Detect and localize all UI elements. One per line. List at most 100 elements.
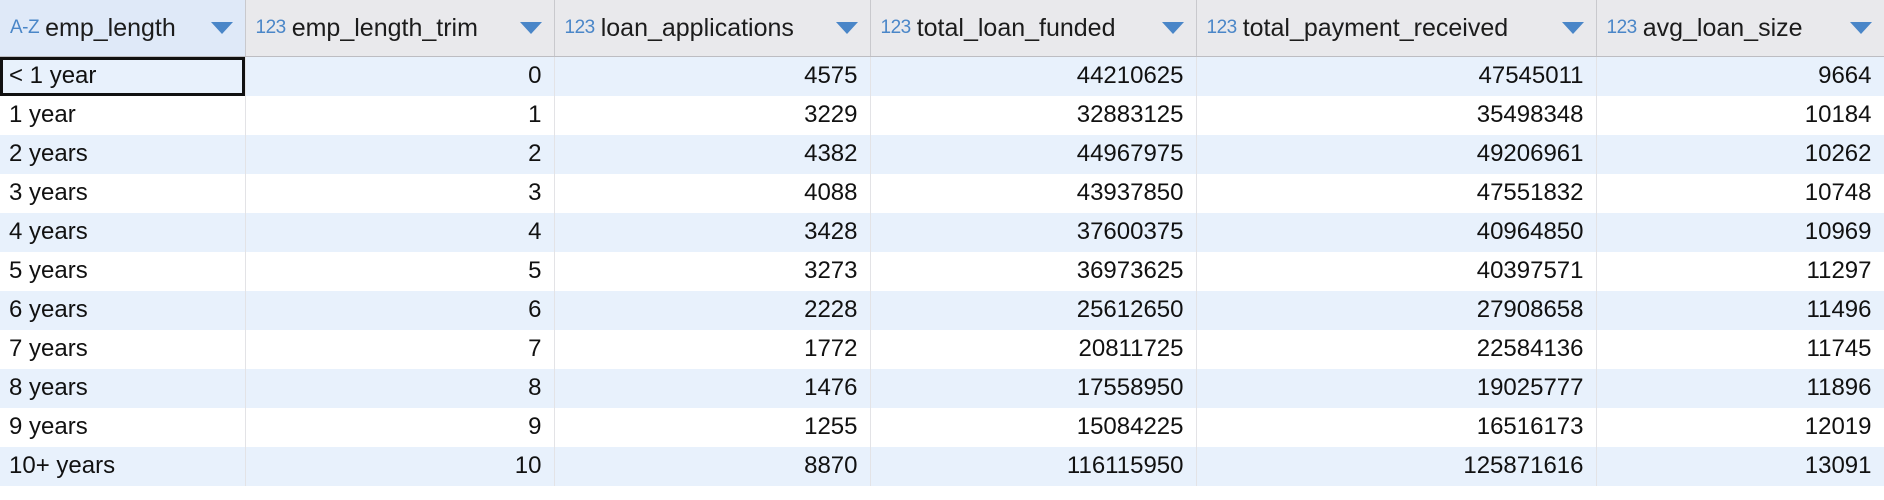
table-row[interactable]: 7 years 7 1772 20811725 22584136 11745 [0, 329, 1884, 369]
number-type-icon: 123 [1606, 17, 1638, 38]
table-cell-emp-length[interactable]: 8 years [0, 368, 246, 408]
table-cell-loan-applications[interactable]: 3428 [554, 212, 871, 252]
text-type-icon: A-Z [10, 17, 40, 38]
table-cell-loan-applications[interactable]: 1772 [554, 329, 871, 369]
table-cell-avg-loan-size[interactable]: 11896 [1596, 368, 1884, 408]
table-cell-total-payment-received[interactable]: 40964850 [1196, 212, 1597, 252]
table-cell-emp-length-trim[interactable]: 1 [245, 95, 555, 135]
chevron-down-icon[interactable] [1161, 22, 1184, 34]
table-cell-avg-loan-size[interactable]: 12019 [1596, 407, 1884, 447]
table-cell-emp-length-trim[interactable]: 8 [245, 368, 555, 408]
table-cell-total-loan-funded[interactable]: 37600375 [870, 212, 1197, 252]
table-cell-total-loan-funded[interactable]: 25612650 [870, 290, 1197, 330]
table-cell-avg-loan-size[interactable]: 9664 [1596, 56, 1884, 96]
table-cell-emp-length[interactable]: 6 years [0, 290, 246, 330]
table-cell-total-loan-funded[interactable]: 44967975 [870, 134, 1197, 174]
table-cell-total-loan-funded[interactable]: 20811725 [870, 329, 1197, 369]
table-cell-emp-length[interactable]: 9 years [0, 407, 246, 447]
table-cell-loan-applications[interactable]: 3229 [554, 95, 871, 135]
table-cell-total-payment-received[interactable]: 16516173 [1196, 407, 1597, 447]
number-type-icon: 123 [880, 17, 912, 38]
table-cell-loan-applications[interactable]: 4382 [554, 134, 871, 174]
table-cell-total-loan-funded[interactable]: 17558950 [870, 368, 1197, 408]
table-cell-total-loan-funded[interactable]: 43937850 [870, 173, 1197, 213]
table-cell-emp-length-trim[interactable]: 5 [245, 251, 555, 291]
table-row[interactable]: 4 years 4 3428 37600375 40964850 10969 [0, 212, 1884, 252]
chevron-down-icon[interactable] [519, 22, 542, 34]
table-cell-total-loan-funded[interactable]: 44210625 [870, 56, 1197, 96]
table-cell-avg-loan-size[interactable]: 11297 [1596, 251, 1884, 291]
table-row[interactable]: 5 years 5 3273 36973625 40397571 11297 [0, 251, 1884, 291]
table-row[interactable]: 2 years 2 4382 44967975 49206961 10262 [0, 134, 1884, 174]
table-row[interactable]: 10+ years 10 8870 116115950 125871616 13… [0, 446, 1884, 486]
table-cell-emp-length[interactable]: 5 years [0, 251, 246, 291]
table-cell-emp-length[interactable]: 3 years [0, 173, 246, 213]
number-type-icon: 123 [1206, 17, 1238, 38]
table-cell-emp-length-trim[interactable]: 3 [245, 173, 555, 213]
table-cell-emp-length-trim[interactable]: 6 [245, 290, 555, 330]
table-cell-avg-loan-size[interactable]: 10184 [1596, 95, 1884, 135]
table-cell-avg-loan-size[interactable]: 10262 [1596, 134, 1884, 174]
table-cell-emp-length-trim[interactable]: 10 [245, 446, 555, 486]
table-cell-loan-applications[interactable]: 2228 [554, 290, 871, 330]
table-cell-emp-length[interactable]: < 1 year [0, 56, 246, 96]
number-type-icon: 123 [564, 17, 596, 38]
column-label: total_loan_funded [916, 13, 1116, 42]
table-row[interactable]: 3 years 3 4088 43937850 47551832 10748 [0, 173, 1884, 213]
table-cell-loan-applications[interactable]: 4575 [554, 56, 871, 96]
column-header-loan-applications[interactable]: 123 loan_applications [554, 0, 871, 57]
table-cell-avg-loan-size[interactable]: 11496 [1596, 290, 1884, 330]
table-header: A-Z emp_length 123 emp_length_trim 123 [0, 0, 1884, 57]
table-cell-avg-loan-size[interactable]: 10969 [1596, 212, 1884, 252]
table-cell-loan-applications[interactable]: 8870 [554, 446, 871, 486]
table-cell-total-payment-received[interactable]: 19025777 [1196, 368, 1597, 408]
table-cell-total-loan-funded[interactable]: 36973625 [870, 251, 1197, 291]
table-cell-emp-length-trim[interactable]: 4 [245, 212, 555, 252]
table-row[interactable]: < 1 year 0 4575 44210625 47545011 9664 [0, 56, 1884, 96]
table-cell-emp-length-trim[interactable]: 2 [245, 134, 555, 174]
table-cell-avg-loan-size[interactable]: 13091 [1596, 446, 1884, 486]
chevron-down-icon[interactable] [1561, 22, 1584, 34]
table-cell-loan-applications[interactable]: 1255 [554, 407, 871, 447]
table-cell-total-payment-received[interactable]: 47551832 [1196, 173, 1597, 213]
table-cell-total-payment-received[interactable]: 49206961 [1196, 134, 1597, 174]
table-cell-total-payment-received[interactable]: 22584136 [1196, 329, 1597, 369]
chevron-down-icon[interactable] [835, 22, 858, 34]
chevron-down-icon[interactable] [210, 22, 233, 34]
column-header-avg-loan-size[interactable]: 123 avg_loan_size [1596, 0, 1884, 57]
table-cell-avg-loan-size[interactable]: 10748 [1596, 173, 1884, 213]
table-cell-avg-loan-size[interactable]: 11745 [1596, 329, 1884, 369]
column-label: avg_loan_size [1642, 13, 1803, 42]
column-header-total-payment-received[interactable]: 123 total_payment_received [1196, 0, 1597, 57]
table-row[interactable]: 8 years 8 1476 17558950 19025777 11896 [0, 368, 1884, 408]
table-cell-emp-length[interactable]: 7 years [0, 329, 246, 369]
table-cell-total-payment-received[interactable]: 125871616 [1196, 446, 1597, 486]
table-cell-emp-length[interactable]: 1 year [0, 95, 246, 135]
table-row[interactable]: 9 years 9 1255 15084225 16516173 12019 [0, 407, 1884, 447]
table-cell-emp-length-trim[interactable]: 0 [245, 56, 555, 96]
table-cell-loan-applications[interactable]: 4088 [554, 173, 871, 213]
table-cell-total-payment-received[interactable]: 40397571 [1196, 251, 1597, 291]
table-cell-emp-length[interactable]: 10+ years [0, 446, 246, 486]
table-body: < 1 year 0 4575 44210625 47545011 9664 1… [0, 56, 1884, 486]
table-cell-loan-applications[interactable]: 1476 [554, 368, 871, 408]
table-cell-total-loan-funded[interactable]: 116115950 [870, 446, 1197, 486]
number-type-icon: 123 [255, 17, 287, 38]
table-cell-total-loan-funded[interactable]: 15084225 [870, 407, 1197, 447]
column-header-emp-length[interactable]: A-Z emp_length [0, 0, 246, 57]
table-row[interactable]: 1 year 1 3229 32883125 35498348 10184 [0, 95, 1884, 135]
table-cell-emp-length-trim[interactable]: 9 [245, 407, 555, 447]
table-cell-emp-length[interactable]: 2 years [0, 134, 246, 174]
table-cell-emp-length-trim[interactable]: 7 [245, 329, 555, 369]
table-cell-total-payment-received[interactable]: 47545011 [1196, 56, 1597, 96]
table-cell-loan-applications[interactable]: 3273 [554, 251, 871, 291]
table-cell-total-payment-received[interactable]: 35498348 [1196, 95, 1597, 135]
table-row[interactable]: 6 years 6 2228 25612650 27908658 11496 [0, 290, 1884, 330]
column-header-emp-length-trim[interactable]: 123 emp_length_trim [245, 0, 555, 57]
chevron-down-icon[interactable] [1849, 22, 1872, 34]
table-cell-total-payment-received[interactable]: 27908658 [1196, 290, 1597, 330]
column-header-total-loan-funded[interactable]: 123 total_loan_funded [870, 0, 1197, 57]
table-cell-emp-length[interactable]: 4 years [0, 212, 246, 252]
table-cell-total-loan-funded[interactable]: 32883125 [870, 95, 1197, 135]
